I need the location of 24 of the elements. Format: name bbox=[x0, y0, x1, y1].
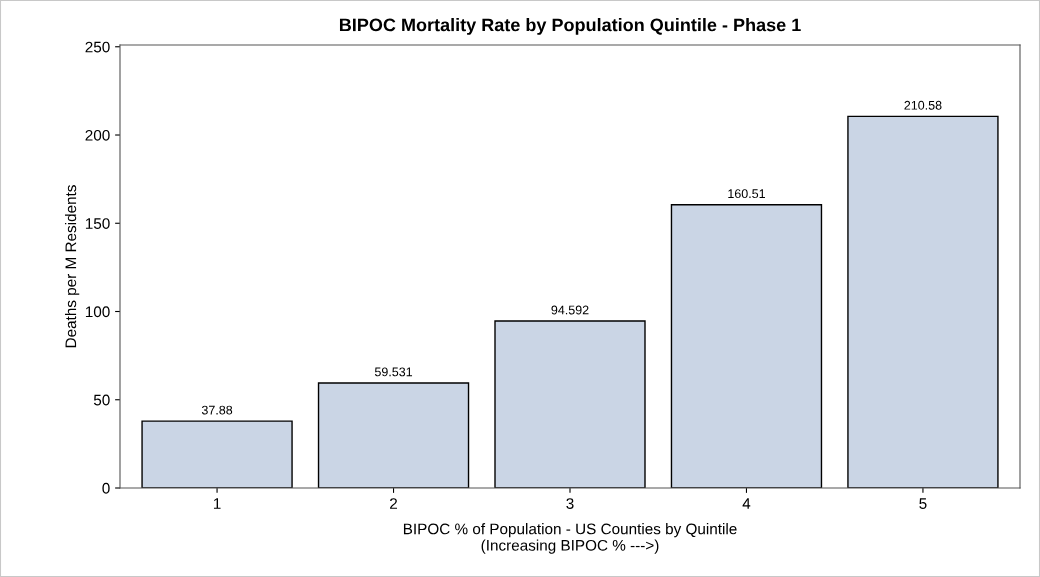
data-label: 94.592 bbox=[551, 305, 589, 315]
bar bbox=[494, 320, 646, 488]
y-axis-title: Deaths per M Residents bbox=[64, 185, 80, 348]
data-label: 59.531 bbox=[374, 367, 413, 377]
y-tick-label: 50 bbox=[93, 394, 110, 406]
bar bbox=[670, 204, 823, 488]
y-tick-label: 200 bbox=[85, 129, 110, 141]
y-tick-label: 0 bbox=[102, 482, 110, 494]
x-tick-label: 5 bbox=[919, 498, 927, 509]
x-tick-label: 4 bbox=[742, 498, 751, 509]
y-tick-label: 100 bbox=[85, 306, 110, 318]
data-label: 160.51 bbox=[728, 189, 765, 199]
data-label: 210.58 bbox=[904, 100, 942, 110]
y-tick-label: 150 bbox=[85, 218, 110, 229]
x-axis-title: BIPOC % of Population - US Counties by Quintile (Increasing BIPOC % --->) bbox=[403, 523, 737, 554]
chart-title: BIPOC Mortality Rate by Population Quintile - Phase 1 bbox=[339, 18, 801, 35]
y-tick-label: 250 bbox=[85, 41, 110, 53]
data-label: 37.88 bbox=[201, 405, 233, 415]
bar bbox=[141, 420, 293, 488]
x-tick-label: 1 bbox=[213, 498, 221, 509]
x-tick-label: 3 bbox=[566, 498, 574, 509]
x-tick-label: 2 bbox=[390, 498, 398, 509]
bar bbox=[847, 115, 999, 488]
bar bbox=[317, 382, 470, 488]
